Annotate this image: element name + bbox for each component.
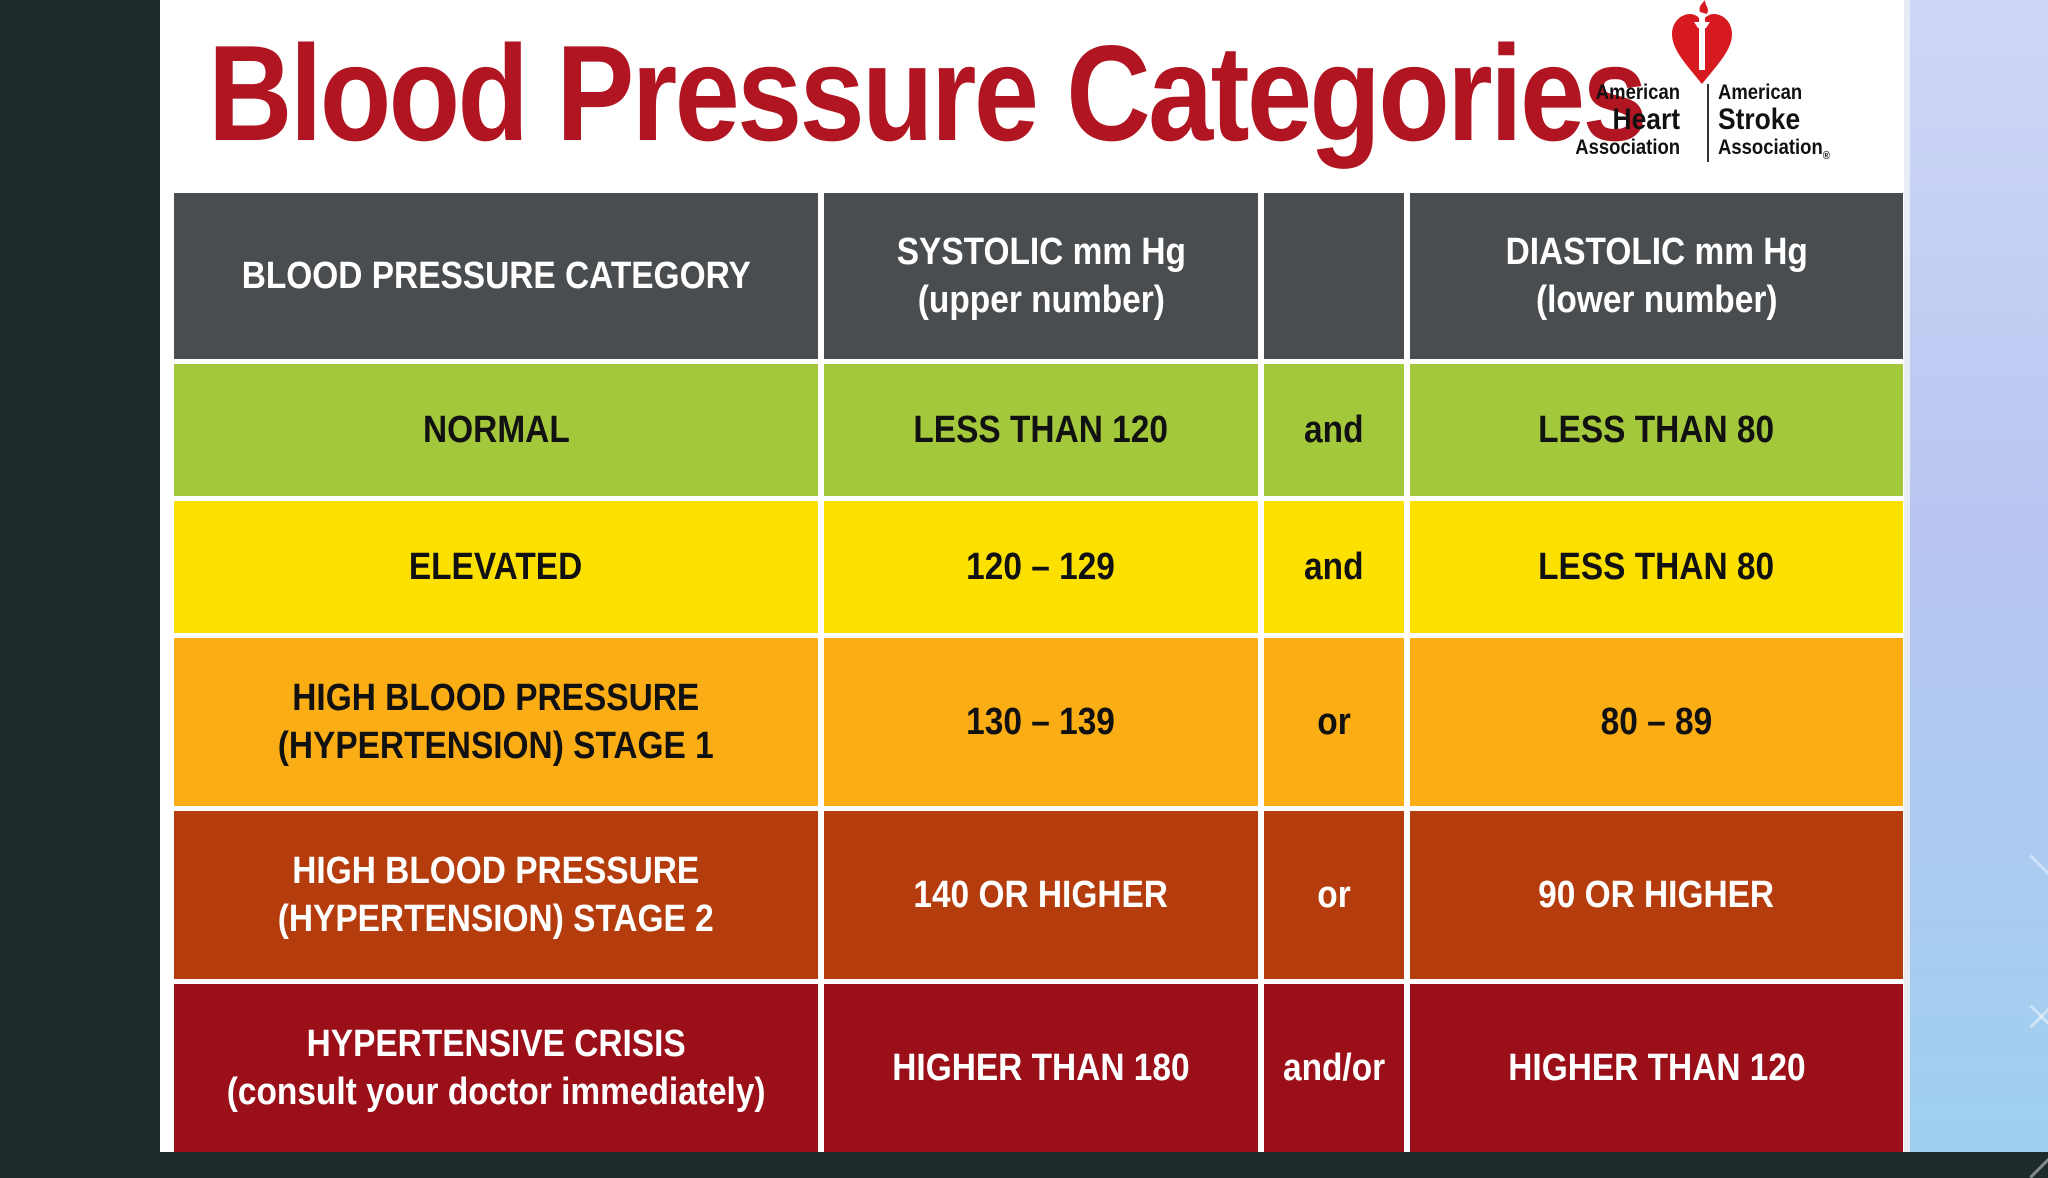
row-stage2-diastolic: 90 OR HIGHER bbox=[1410, 811, 1903, 979]
row-elevated-category: ELEVATED bbox=[174, 501, 818, 633]
header-category: BLOOD PRESSURE CATEGORY bbox=[174, 193, 818, 359]
header-diastolic: DIASTOLIC mm Hg (lower number) bbox=[1410, 193, 1903, 359]
row-stage1-category: HIGH BLOOD PRESSURE (HYPERTENSION) STAGE… bbox=[174, 638, 818, 806]
row-normal-category: NORMAL bbox=[174, 364, 818, 496]
header-systolic: SYSTOLIC mm Hg (upper number) bbox=[824, 193, 1258, 359]
asa-line3: Association® bbox=[1718, 136, 1830, 163]
row-stage2-systolic: 140 OR HIGHER bbox=[824, 811, 1258, 979]
header-connector bbox=[1264, 193, 1404, 359]
row-normal-diastolic: LESS THAN 80 bbox=[1410, 364, 1903, 496]
aha-wordmark: American Heart Association bbox=[1561, 82, 1680, 158]
row-crisis-connector: and/or bbox=[1264, 984, 1404, 1152]
asa-line2: Stroke bbox=[1718, 103, 1801, 136]
row-stage2-connector: or bbox=[1264, 811, 1404, 979]
asa-wordmark: American Stroke Association® bbox=[1718, 82, 1845, 162]
row-crisis-systolic: HIGHER THAN 180 bbox=[824, 984, 1258, 1152]
row-normal-systolic: LESS THAN 120 bbox=[824, 364, 1258, 496]
left-background-band bbox=[0, 0, 160, 1152]
row-crisis-diastolic: HIGHER THAN 120 bbox=[1410, 984, 1903, 1152]
aha-line2: Heart bbox=[1612, 103, 1680, 136]
row-elevated-connector: and bbox=[1264, 501, 1404, 633]
chevron-decoration-icon bbox=[1944, 854, 2048, 1029]
bp-categories-table: BLOOD PRESSURE CATEGORY SYSTOLIC mm Hg (… bbox=[174, 193, 1903, 1152]
aha-asa-logo: American Heart Association American Stro… bbox=[1570, 0, 1830, 170]
aha-line3: Association bbox=[1575, 136, 1680, 159]
heart-torch-icon bbox=[1672, 0, 1732, 84]
row-crisis-category: HYPERTENSIVE CRISIS (consult your doctor… bbox=[174, 984, 818, 1152]
row-stage2-category: HIGH BLOOD PRESSURE (HYPERTENSION) STAGE… bbox=[174, 811, 818, 979]
asa-line1: American bbox=[1718, 81, 1803, 104]
page-title: Blood Pressure Categories bbox=[208, 17, 1648, 169]
row-stage1-connector: or bbox=[1264, 638, 1404, 806]
row-stage1-systolic: 130 – 139 bbox=[824, 638, 1258, 806]
logo-divider bbox=[1707, 84, 1709, 162]
row-normal-connector: and bbox=[1264, 364, 1404, 496]
row-elevated-diastolic: LESS THAN 80 bbox=[1410, 501, 1903, 633]
row-stage1-diastolic: 80 – 89 bbox=[1410, 638, 1903, 806]
registered-mark: ® bbox=[1822, 150, 1830, 163]
row-elevated-systolic: 120 – 129 bbox=[824, 501, 1258, 633]
right-background-band bbox=[1910, 0, 2048, 1178]
slide: Blood Pressure Categories American Heart… bbox=[160, 0, 1910, 1152]
aha-line1: American bbox=[1595, 81, 1680, 104]
